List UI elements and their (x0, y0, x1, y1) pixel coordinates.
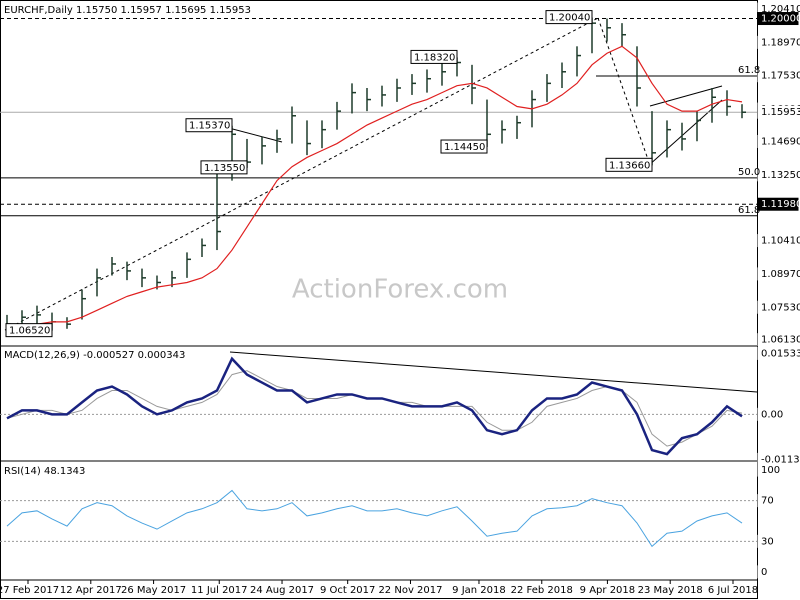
price-annotation-box (545, 10, 593, 25)
x-tick-label: 12 Apr 2017 (60, 585, 122, 596)
trend-line (647, 99, 723, 167)
trend-line (4, 17, 599, 331)
y-tick-label: 1.15953 (761, 107, 800, 118)
price-annotation-box (410, 49, 458, 64)
axis-label-box (757, 168, 799, 182)
axis-label-box (757, 35, 799, 49)
y-tick-label: 1.08970 (761, 269, 800, 280)
y-tick-label: 1.07530 (761, 302, 800, 313)
axis-label-box (757, 463, 799, 477)
axis-label-box (757, 234, 799, 248)
y-tick-label: 0.015338 (761, 348, 800, 359)
price-annotation: 1.13660 (609, 160, 650, 171)
axis-label-box (757, 105, 799, 119)
x-tick-label: 9 Jan 2018 (452, 585, 506, 596)
price-annotation: 1.15370 (189, 121, 230, 132)
y-tick-label: 1.18970 (761, 37, 800, 48)
x-tick-label: 27 Feb 2017 (0, 585, 59, 596)
trend-line (649, 85, 723, 107)
axis-label-box (757, 12, 799, 26)
axis-label-box (757, 267, 799, 281)
axis-label-box (757, 300, 799, 314)
fib-label: 61.8 (738, 205, 760, 216)
x-tick-label: 6 Jul 2018 (708, 585, 758, 596)
chart-title: EURCHF,Daily 1.15750 1.15957 1.15695 1.1… (4, 5, 251, 16)
axis-label-box (757, 407, 799, 421)
trend-line (229, 351, 758, 393)
price-annotation: 1.13550 (204, 163, 245, 174)
y-tick-label: 1.06130 (761, 335, 800, 346)
price-annotation-box (185, 118, 233, 133)
y-tick-label: 1.17530 (761, 71, 800, 82)
y-tick-label: 0.00 (761, 409, 783, 420)
y-tick-label: -0.011344 (761, 454, 800, 465)
x-tick-label: 22 Nov 2017 (378, 585, 442, 596)
fib-label: 50.0 (738, 167, 760, 178)
y-tick-label: 1.11980 (761, 199, 800, 210)
x-tick-label: 22 Feb 2018 (511, 585, 573, 596)
trend-line (597, 17, 651, 166)
price-annotation: 1.20040 (549, 13, 590, 24)
chart-title: RSI(14) 48.1343 (4, 466, 85, 477)
watermark: ActionForex.com (292, 275, 508, 305)
moving-average (6, 45, 743, 330)
price-annotation-box (605, 157, 653, 172)
axis-label-box (757, 69, 799, 83)
trend-line (224, 126, 283, 143)
y-tick-label: 100 (761, 465, 780, 476)
price-annotation: 1.14450 (444, 142, 485, 153)
x-tick-label: 24 Aug 2017 (250, 585, 314, 596)
y-tick-label: 1.10410 (761, 236, 800, 247)
fib-label: 61.8 (738, 65, 760, 76)
axis-label-box (757, 534, 799, 548)
axis-label-box (757, 346, 799, 360)
price-annotation-box (5, 323, 53, 338)
x-tick-label: 9 Oct 2017 (320, 585, 375, 596)
axis-label-box (757, 494, 799, 508)
axis-label-box (757, 333, 799, 347)
chart-title: MACD(12,26,9) -0.000527 0.000343 (4, 350, 185, 361)
x-tick-label: 23 May 2018 (638, 585, 703, 596)
x-tick-label: 9 Apr 2018 (580, 585, 635, 596)
axis-label-box (757, 134, 799, 148)
frame (0, 0, 758, 599)
y-tick-label: 1.13250 (761, 170, 800, 181)
price-annotation-box (200, 160, 248, 175)
y-tick-label: 1.14690 (761, 136, 800, 147)
axis-label-box (757, 197, 799, 211)
y-tick-label: 0 (761, 567, 767, 578)
series-line (6, 489, 743, 548)
price-annotation-box (440, 139, 488, 154)
y-tick-label: 1.20000 (761, 14, 800, 25)
price-annotation: 1.18320 (414, 52, 455, 63)
series-line (6, 356, 743, 456)
axis-label-box (757, 565, 799, 579)
x-tick-label: 26 May 2017 (121, 585, 186, 596)
x-tick-label: 11 Jul 2017 (191, 585, 248, 596)
price-annotation: 1.06520 (9, 326, 50, 337)
y-tick-label: 70 (761, 496, 774, 507)
y-tick-label: 30 (761, 536, 774, 547)
y-tick-label: 1.20410 (761, 4, 800, 15)
